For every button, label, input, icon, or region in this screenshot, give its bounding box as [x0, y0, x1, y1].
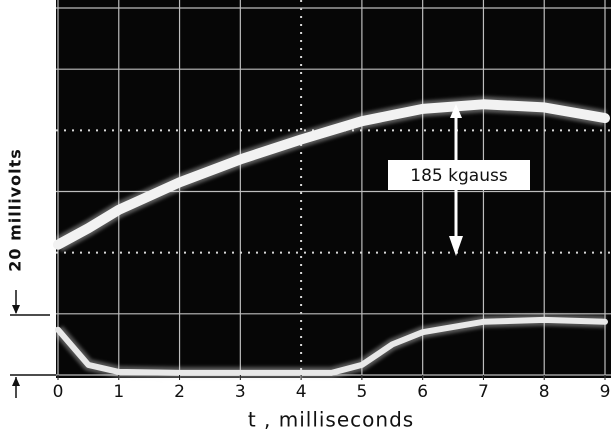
x-axis-label: t , milliseconds [248, 408, 414, 432]
x-tick-label: 3 [235, 382, 246, 402]
trace [53, 99, 610, 250]
x-tick-label: 0 [53, 382, 64, 402]
trace [55, 316, 608, 376]
traces [53, 96, 610, 379]
x-tick-label: 4 [296, 382, 307, 402]
x-tick-label: 2 [174, 382, 185, 402]
x-tick-label: 5 [356, 382, 367, 402]
annotation-box [388, 160, 530, 190]
x-tick-label: 6 [417, 382, 428, 402]
y-axis-label: 20 millivolts [6, 148, 25, 272]
scale-bar [10, 290, 56, 398]
x-tick-label: 1 [113, 382, 124, 402]
annotation: 185 kgauss [410, 166, 508, 186]
x-tick-label: 8 [539, 382, 550, 402]
x-tick-label: 9 [600, 382, 611, 402]
x-tick-label: 7 [478, 382, 489, 402]
